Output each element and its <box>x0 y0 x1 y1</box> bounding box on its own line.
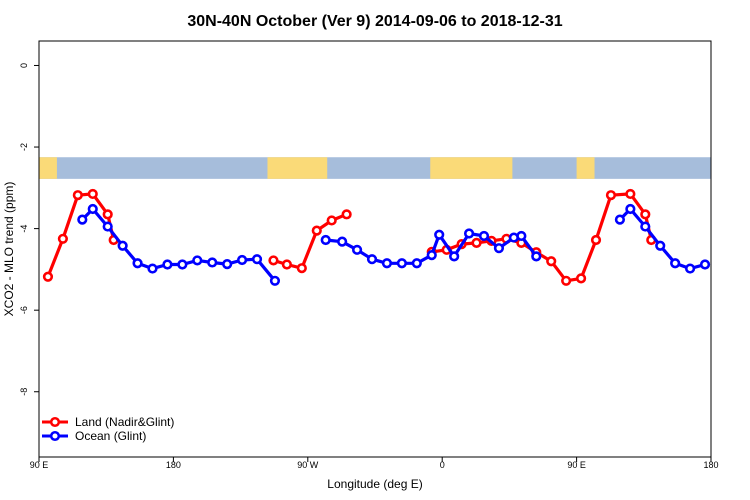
data-point <box>281 259 292 270</box>
y-axis: 0 -2 -4 -6 -8 <box>19 63 39 396</box>
x-axis-label: Longitude (deg E) <box>327 477 422 491</box>
data-point <box>222 258 233 270</box>
data-point <box>381 258 393 269</box>
map-strip-land <box>267 157 328 179</box>
y-axis-label: XCO2 - MLO trend (ppm) <box>2 182 16 317</box>
x-tick-label: 90 E <box>30 460 49 470</box>
data-point <box>426 250 437 261</box>
data-point <box>396 258 407 269</box>
data-point <box>614 214 626 225</box>
series-ocean <box>77 203 711 286</box>
legend-item-ocean: Ocean (Glint) <box>42 429 146 443</box>
data-point <box>147 263 158 274</box>
series-line <box>325 231 538 265</box>
x-tick-label: 0 <box>440 460 445 470</box>
legend-label-ocean: Ocean (Glint) <box>75 429 146 443</box>
data-point <box>463 228 475 239</box>
y-tick-label: 0 <box>19 63 29 68</box>
data-point <box>684 263 696 274</box>
data-point <box>471 237 482 248</box>
data-point <box>87 203 98 215</box>
data-point <box>162 259 173 270</box>
series-layer <box>42 188 711 286</box>
data-point <box>699 259 711 270</box>
data-point <box>449 251 460 262</box>
x-tick-label: 90 W <box>297 460 319 470</box>
data-point <box>57 233 68 244</box>
data-point <box>87 188 98 200</box>
map-strip-land <box>39 157 57 179</box>
data-point <box>311 225 322 236</box>
data-point <box>337 236 348 247</box>
map-strip-ocean <box>39 157 711 179</box>
data-point <box>516 230 527 242</box>
legend: Land (Nadir&Glint) Ocean (Glint) <box>42 415 174 443</box>
data-point <box>640 209 651 220</box>
data-point <box>561 275 572 286</box>
data-point <box>326 215 337 226</box>
data-point <box>411 258 422 269</box>
y-tick-label: -8 <box>19 388 29 396</box>
plot-frame <box>38 40 712 458</box>
legend-label-land: Land (Nadir&Glint) <box>75 415 174 429</box>
data-point <box>320 234 331 246</box>
data-point <box>625 188 636 200</box>
data-point <box>42 271 54 282</box>
legend-marker-ocean <box>49 430 61 442</box>
data-point <box>296 263 307 274</box>
data-point <box>192 255 203 266</box>
data-point <box>269 275 281 286</box>
data-point <box>478 230 490 242</box>
data-point <box>236 254 248 266</box>
data-point <box>605 190 617 201</box>
data-point <box>268 255 279 266</box>
legend-item-land: Land (Nadir&Glint) <box>42 415 174 429</box>
data-point <box>366 254 378 265</box>
data-point <box>590 234 602 246</box>
data-point <box>117 240 128 251</box>
data-point <box>640 221 651 232</box>
data-point <box>531 251 542 262</box>
data-point <box>575 273 587 284</box>
chart-title: 30N-40N October (Ver 9) 2014-09-06 to 20… <box>187 13 562 30</box>
data-point <box>670 258 681 269</box>
data-point <box>77 214 88 225</box>
data-point <box>351 244 363 255</box>
y-tick-label: -4 <box>19 225 29 233</box>
data-point <box>132 258 143 269</box>
x-tick-label: 180 <box>166 460 181 470</box>
data-point <box>251 254 263 265</box>
data-point <box>625 203 636 215</box>
data-point <box>341 209 352 220</box>
data-point <box>493 243 505 254</box>
y-tick-label: -2 <box>19 143 29 151</box>
x-tick-label: 180 <box>703 460 718 470</box>
data-point <box>177 259 188 270</box>
series-line <box>431 192 653 283</box>
map-strip-land <box>430 157 513 179</box>
y-tick-label: -6 <box>19 306 29 314</box>
data-point <box>546 256 557 267</box>
data-point <box>102 209 113 220</box>
map-strip-land <box>576 157 595 179</box>
data-point <box>434 229 445 240</box>
data-point <box>102 221 113 232</box>
x-axis: 90 E 180 90 W 0 90 E 180 <box>30 457 719 470</box>
map-strip <box>39 157 711 179</box>
x-tick-label: 90 E <box>567 460 586 470</box>
data-point <box>207 257 218 268</box>
data-point <box>655 240 666 251</box>
legend-marker-land <box>49 416 61 428</box>
data-point <box>72 190 83 201</box>
